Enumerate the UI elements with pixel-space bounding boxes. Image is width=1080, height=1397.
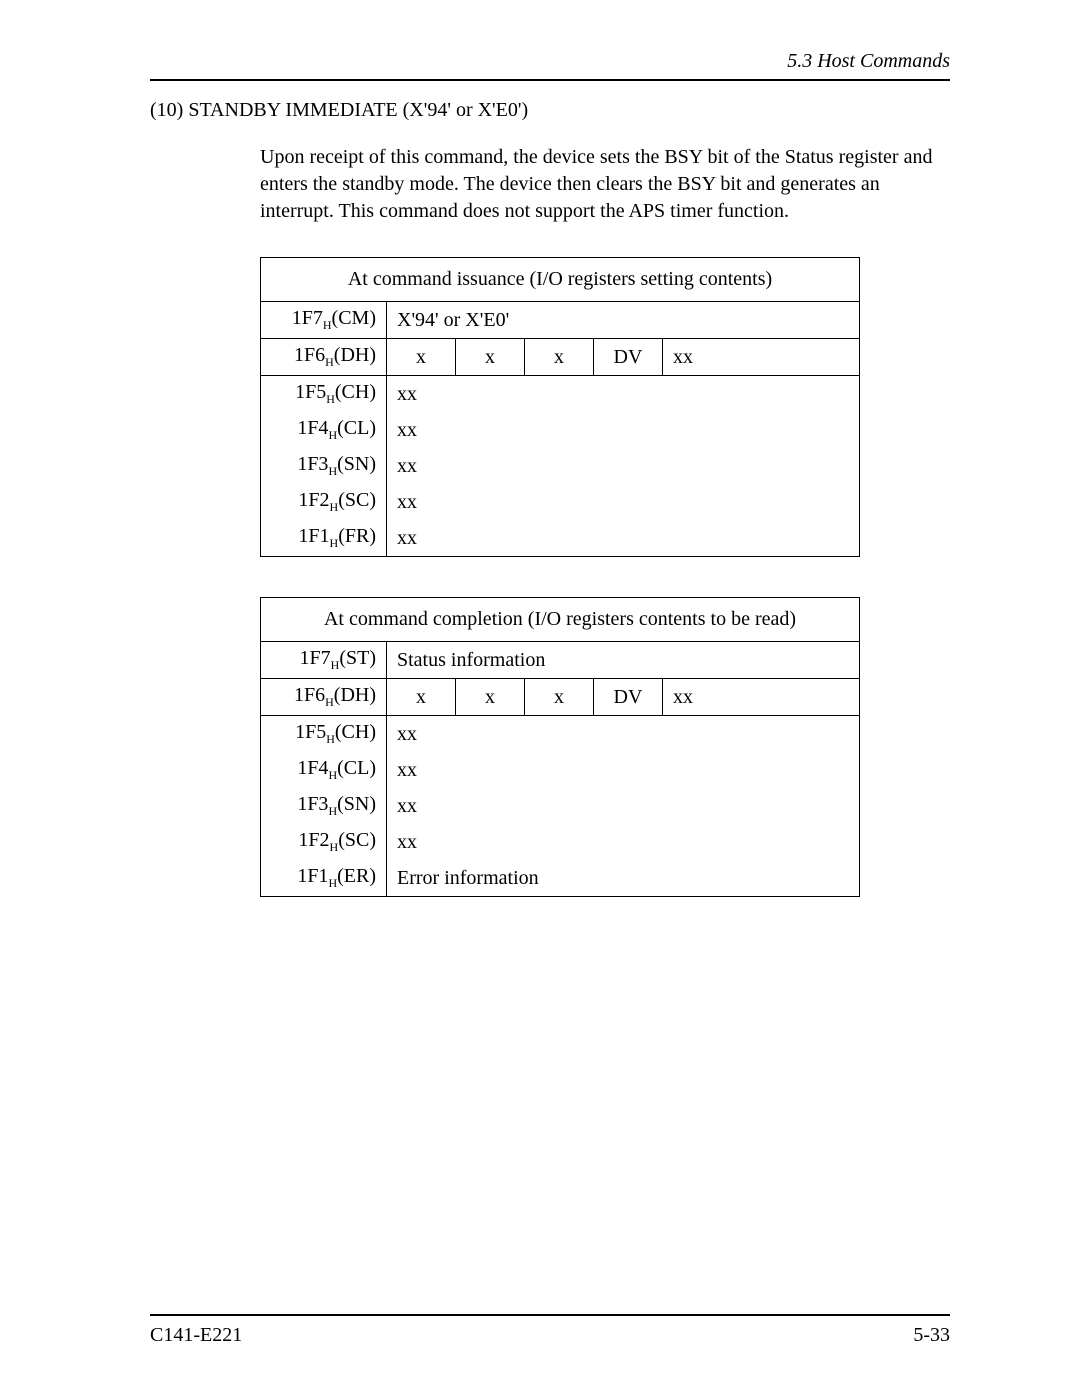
- footer-page-num: 5-33: [913, 1324, 950, 1347]
- reg-value: xx: [387, 824, 860, 860]
- reg-value: Status information: [387, 642, 860, 679]
- table-caption: At command completion (I/O registers con…: [261, 598, 860, 642]
- table-row: 1F6H(DH) x x x DV xx: [261, 679, 860, 716]
- footer-doc-id: C141-E221: [150, 1324, 242, 1347]
- table-row: 1F1H(FR) xx: [261, 520, 860, 557]
- reg-label: 1F2H(SC): [261, 484, 387, 520]
- reg-label: 1F4H(CL): [261, 752, 387, 788]
- completion-table: At command completion (I/O registers con…: [260, 597, 860, 897]
- reg-label: 1F6H(DH): [261, 679, 387, 716]
- table-row: 1F2H(SC) xx: [261, 484, 860, 520]
- header-rule: [150, 79, 950, 81]
- table-caption-row: At command completion (I/O registers con…: [261, 598, 860, 642]
- header-section: 5.3 Host Commands: [150, 50, 950, 73]
- reg-value: Error information: [387, 860, 860, 897]
- dh-cell: DV: [594, 339, 663, 376]
- dh-cell: x: [387, 679, 456, 716]
- table-row: 1F5H(CH) xx: [261, 376, 860, 413]
- reg-value: xx: [387, 484, 860, 520]
- table-row: 1F7H(CM) X'94' or X'E0': [261, 302, 860, 339]
- table-row: 1F3H(SN) xx: [261, 448, 860, 484]
- reg-label: 1F3H(SN): [261, 788, 387, 824]
- reg-label: 1F1H(ER): [261, 860, 387, 897]
- dh-cell: x: [456, 679, 525, 716]
- footer: C141-E221 5-33: [150, 1314, 950, 1347]
- body-paragraph: Upon receipt of this command, the device…: [260, 144, 950, 225]
- section-title: (10) STANDBY IMMEDIATE (X'94' or X'E0'): [150, 99, 950, 122]
- reg-value: xx: [387, 520, 860, 557]
- dh-cell: x: [387, 339, 456, 376]
- issuance-table: At command issuance (I/O registers setti…: [260, 257, 860, 557]
- reg-value: xx: [387, 788, 860, 824]
- page: 5.3 Host Commands (10) STANDBY IMMEDIATE…: [0, 0, 1080, 1397]
- dh-cell: xx: [663, 339, 860, 376]
- reg-label: 1F6H(DH): [261, 339, 387, 376]
- table-caption: At command issuance (I/O registers setti…: [261, 258, 860, 302]
- reg-value: X'94' or X'E0': [387, 302, 860, 339]
- reg-value: xx: [387, 448, 860, 484]
- table-row: 1F7H(ST) Status information: [261, 642, 860, 679]
- dh-cell: xx: [663, 679, 860, 716]
- table-row: 1F4H(CL) xx: [261, 412, 860, 448]
- reg-label: 1F5H(CH): [261, 716, 387, 753]
- dh-cell: x: [525, 339, 594, 376]
- reg-label: 1F7H(ST): [261, 642, 387, 679]
- reg-label: 1F7H(CM): [261, 302, 387, 339]
- reg-value: xx: [387, 412, 860, 448]
- dh-cell: x: [525, 679, 594, 716]
- reg-label: 1F5H(CH): [261, 376, 387, 413]
- reg-label: 1F3H(SN): [261, 448, 387, 484]
- reg-label: 1F2H(SC): [261, 824, 387, 860]
- table-row: 1F1H(ER) Error information: [261, 860, 860, 897]
- reg-label: 1F4H(CL): [261, 412, 387, 448]
- reg-value: xx: [387, 376, 860, 413]
- table-row: 1F6H(DH) x x x DV xx: [261, 339, 860, 376]
- table-row: 1F2H(SC) xx: [261, 824, 860, 860]
- footer-rule: [150, 1314, 950, 1316]
- table-row: 1F4H(CL) xx: [261, 752, 860, 788]
- table-row: 1F3H(SN) xx: [261, 788, 860, 824]
- dh-cell: x: [456, 339, 525, 376]
- reg-value: xx: [387, 716, 860, 753]
- dh-cell: DV: [594, 679, 663, 716]
- reg-value: xx: [387, 752, 860, 788]
- table-row: 1F5H(CH) xx: [261, 716, 860, 753]
- reg-label: 1F1H(FR): [261, 520, 387, 557]
- table-caption-row: At command issuance (I/O registers setti…: [261, 258, 860, 302]
